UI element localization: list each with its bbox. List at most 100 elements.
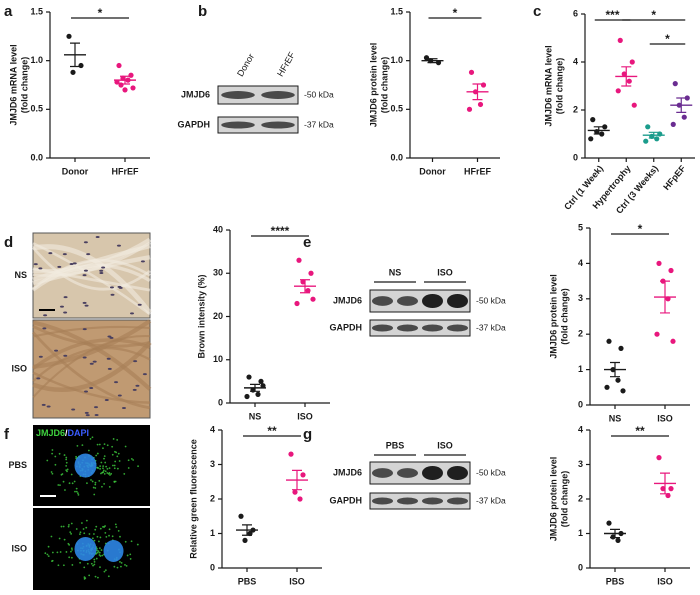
speckle: [103, 455, 106, 458]
speckle: [70, 550, 72, 553]
speckle: [104, 461, 107, 464]
nucleus: [109, 336, 114, 339]
speckle: [88, 574, 91, 577]
speckle: [64, 489, 66, 491]
speckle: [108, 467, 111, 470]
blot-band: [372, 468, 393, 478]
data-point: [660, 486, 666, 492]
nucleus: [36, 377, 41, 380]
stain-label: JMJD6/DAPI: [36, 428, 89, 438]
blot-strip: [369, 319, 471, 337]
data-point: [643, 138, 649, 144]
data-point: [606, 520, 612, 526]
nucleus: [86, 253, 91, 256]
x-tick-label: Donor: [62, 166, 89, 176]
data-point: [656, 260, 662, 266]
speckle: [46, 553, 49, 556]
fiber: [32, 340, 152, 393]
nucleus: [114, 381, 119, 384]
sem-bar: [242, 524, 252, 536]
speckle: [62, 480, 65, 483]
significance-label: *: [453, 6, 458, 20]
nucleus: [63, 311, 68, 314]
data-point: [66, 33, 72, 39]
x-tick-label: ISO: [297, 411, 313, 421]
nucleus: [83, 241, 88, 244]
speckle: [60, 525, 63, 528]
speckle: [50, 535, 53, 538]
nucleus: [129, 312, 134, 315]
speckle: [81, 444, 84, 447]
nucleus: [42, 327, 47, 330]
speckle: [103, 570, 106, 573]
y-tick-label: 0.5: [390, 104, 403, 114]
group-label: ISO: [437, 440, 453, 450]
nucleus: [140, 260, 145, 263]
speckle: [93, 560, 96, 563]
data-point: [238, 513, 244, 519]
speckle: [124, 445, 127, 448]
speckle: [96, 466, 99, 469]
band-size: -50 kDa: [476, 295, 506, 305]
band-name: GAPDH: [329, 322, 362, 332]
band-name: JMJD6: [333, 467, 362, 477]
speckle: [51, 452, 54, 455]
speckle: [96, 443, 99, 446]
speckle: [65, 469, 68, 472]
data-point: [116, 62, 122, 69]
speckle: [96, 535, 99, 538]
nucleus: [109, 286, 114, 289]
speckle: [87, 449, 90, 452]
nucleus: [106, 357, 111, 360]
y-axis-label: JMJD6 protein level: [368, 43, 378, 128]
speckle: [114, 523, 117, 526]
speckle: [51, 560, 53, 563]
nucleus: [38, 355, 43, 358]
band-size: -37 kDa: [476, 322, 506, 332]
speckle: [102, 467, 104, 470]
speckle: [113, 464, 116, 467]
sem-bar: [610, 361, 620, 378]
speckle: [96, 551, 99, 554]
data-point: [618, 345, 624, 351]
nucleus: [57, 265, 62, 268]
blot-band: [447, 324, 468, 332]
nucleus: [33, 263, 38, 266]
speckle: [51, 449, 54, 451]
speckle: [114, 450, 116, 453]
nucleus: [82, 356, 87, 359]
nucleus: [82, 328, 87, 331]
data-point: [118, 82, 124, 88]
x-tick-label: PBS: [238, 576, 257, 586]
speckle: [68, 556, 71, 559]
y-tick-label: 4: [578, 424, 583, 434]
speckle: [98, 479, 101, 482]
data-point: [300, 279, 306, 285]
speckle: [100, 549, 103, 551]
nucleus: [110, 293, 115, 296]
y-tick-label: 0: [578, 562, 583, 572]
blot-band: [422, 293, 443, 309]
speckle: [75, 455, 77, 458]
band-size: -50 kDa: [476, 467, 506, 477]
speckle: [63, 538, 66, 541]
data-point: [615, 88, 621, 94]
nucleus: [82, 301, 87, 304]
speckle: [59, 484, 61, 487]
nucleus: [84, 411, 89, 414]
data-point: [621, 71, 627, 77]
data-point: [300, 472, 306, 478]
data-point: [654, 136, 660, 142]
panel-letter: g: [303, 426, 312, 443]
speckle: [70, 473, 73, 476]
nucleus: [99, 271, 104, 274]
speckle: [65, 464, 68, 467]
nucleus: [89, 362, 94, 365]
speckle: [65, 461, 68, 464]
speckle: [116, 467, 119, 470]
sem-bar: [472, 83, 483, 101]
data-point: [122, 87, 128, 93]
sem-bar: [120, 75, 130, 85]
speckle: [124, 563, 126, 566]
speckle: [99, 536, 102, 539]
